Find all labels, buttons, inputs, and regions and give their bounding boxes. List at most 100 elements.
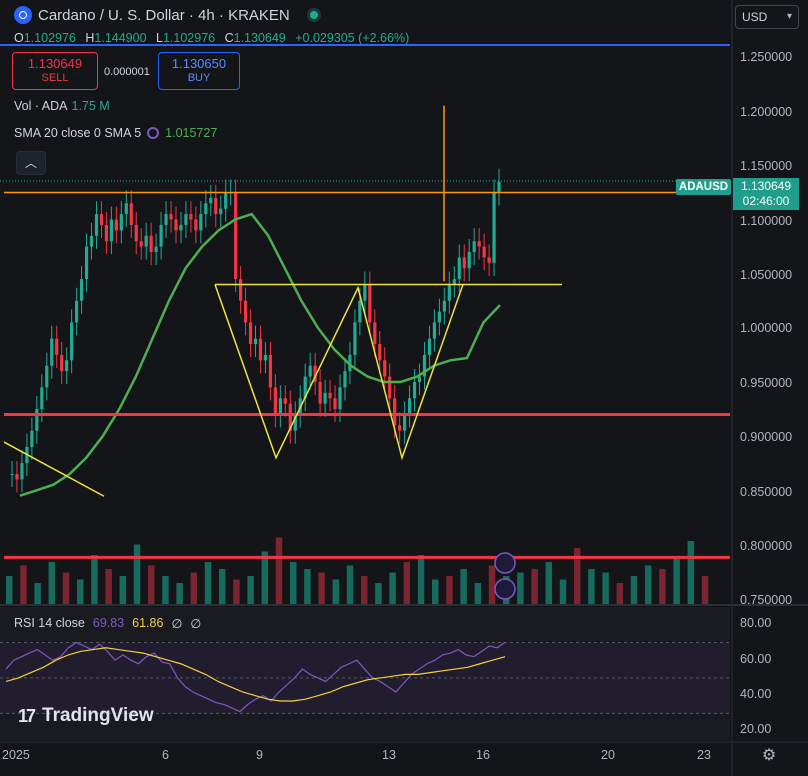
candle-body [303,376,307,399]
volume-bar [77,579,84,604]
candle-body [278,398,282,415]
volume-bar [687,541,695,604]
candle-body [214,197,218,215]
candle-body [204,203,208,215]
candle-body [378,344,382,361]
volume-bar [389,572,396,604]
rsi-tick: 20.00 [740,722,772,736]
candle-body [15,474,19,480]
candle-body [99,214,104,225]
candle-body [94,214,99,236]
volume-bar [630,576,638,604]
buy-button[interactable]: 1.130650 BUY [158,52,240,90]
candle-body [139,241,143,247]
volume-bar [219,569,226,604]
symbol-title[interactable]: Cardano / U. S. Dollar · 4h · KRAKEN [38,6,290,24]
volume-bar [602,572,609,604]
candle-body [35,409,39,431]
time-tick: 6 [162,748,169,762]
brand-name: TradingView [42,705,154,726]
candle-body [20,463,24,480]
rsi-label: RSI 14 close [14,616,85,630]
candle-body [398,425,402,431]
settings-gear-icon[interactable]: ⚙ [761,747,777,764]
sell-button[interactable]: 1.130649 SELL [12,52,98,90]
market-status-icon [309,11,318,19]
candle-body [437,311,441,323]
candle-body [70,322,74,361]
volume-bar [361,576,368,604]
candle-body [388,376,392,399]
time-tick: 9 [256,748,263,762]
buy-price: 1.130650 [171,56,227,71]
rsi-tick: 80.00 [740,616,772,630]
volume-bar [6,576,13,604]
candle-body [89,235,94,247]
volume-legend[interactable]: Vol · ADA 1.75 M [14,99,110,113]
volume-bar [304,569,311,604]
candle-body [412,381,417,399]
rsi-legend[interactable]: RSI 14 close 69.83 61.86 ∅ ∅ [14,616,201,631]
candle-body [164,214,168,225]
candle-body [343,371,347,388]
rsi-extra-value: ∅ [190,617,202,631]
candle-body [50,338,54,366]
ohlc-readout: O1.102976 H1.144900 L1.102976 C1.130649 … [14,31,409,45]
loading-icon [147,127,160,139]
candle-body [243,300,248,323]
candle-body [109,219,113,242]
collapse-legend-button[interactable]: ︿ [16,151,46,175]
candle-body [224,192,228,209]
candle-body [189,214,193,220]
volume-bar [460,569,467,604]
time-tick: 20 [601,748,615,762]
open-key: O [14,31,24,45]
candle-body [492,192,496,263]
volume-bar [190,572,198,604]
candle-body [248,322,253,345]
candle-body [79,279,84,301]
currency-value: USD [742,10,768,24]
candle-body [144,235,148,247]
candle-body [457,257,461,280]
candle-body [60,354,64,372]
tradingview-logo[interactable]: 17 TradingView [18,705,154,727]
rsi-tick: 60.00 [740,652,772,666]
rsi-pane [5,641,506,713]
candle-body [10,474,14,476]
sma-legend[interactable]: SMA 20 close 0 SMA 5 1.015727 [14,126,217,140]
close-value: 1.130649 [233,31,286,45]
price-tick: 1.100000 [740,214,793,228]
sell-label: SELL [41,72,69,84]
pattern-line [214,284,464,461]
candle-body [407,398,412,415]
candle-body [472,241,476,253]
tradingview-icon: 17 [18,705,36,726]
event-icon [494,578,516,600]
candle-body [258,338,263,361]
candle-body [239,279,243,301]
low-value: 1.102976 [162,31,216,45]
close-key: C [224,31,234,45]
candle-body [452,279,456,285]
volume-bar [332,579,340,604]
candle-body [462,257,466,269]
candle-body [134,224,138,242]
volume-bar [375,583,382,604]
volume-bar [588,569,595,604]
price-tick: 0.750000 [740,593,793,607]
candle-body [75,300,79,323]
spread-value: 0.000001 [104,66,150,78]
time-tick: 23 [697,748,711,762]
high-key: H [85,31,95,45]
candle-body [154,246,158,253]
candle-body [308,365,312,377]
candle-body [184,214,188,225]
currency-selector[interactable]: USD ▾ [735,5,799,29]
volume-bar [48,562,56,604]
candle-body [268,354,273,388]
volume-bar [275,537,283,604]
candle-body [432,322,437,339]
candle-body [124,203,128,215]
